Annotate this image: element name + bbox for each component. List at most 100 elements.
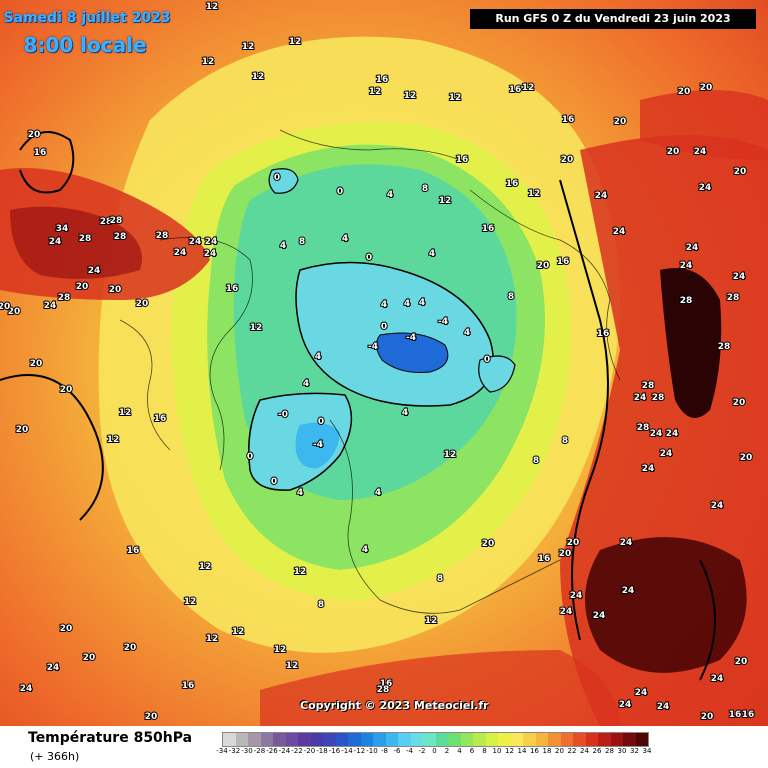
isotherm-label: 8 bbox=[562, 436, 568, 446]
colorbar-swatch bbox=[448, 733, 461, 746]
colorbar-swatch bbox=[623, 733, 636, 746]
colorbar-swatch bbox=[560, 733, 573, 746]
colorbar-tick-label: -34 bbox=[216, 747, 228, 755]
isotherm-label: 20 bbox=[561, 155, 574, 165]
colorbar-tick-label: -30 bbox=[241, 747, 253, 755]
isotherm-label: 4 bbox=[297, 488, 303, 498]
isotherm-label: 4 bbox=[381, 300, 387, 310]
isotherm-label: 12 bbox=[449, 93, 462, 103]
isotherm-label: 16 bbox=[557, 257, 570, 267]
isotherm-label: 12 bbox=[119, 408, 132, 418]
hot-zone-east-core bbox=[660, 268, 722, 418]
isotherm-label: 12 bbox=[439, 196, 452, 206]
colorbar-swatch bbox=[523, 733, 536, 746]
isotherm-label: 24 bbox=[680, 261, 693, 271]
isotherm-label: 20 bbox=[76, 282, 89, 292]
isotherm-label: 20 bbox=[734, 167, 747, 177]
colorbar-swatch bbox=[260, 733, 273, 746]
isotherm-label: 16 bbox=[597, 329, 610, 339]
isotherm-label: 28 bbox=[114, 232, 127, 242]
isotherm-label: 8 bbox=[508, 292, 514, 302]
isotherm-label: 28 bbox=[718, 342, 731, 352]
colorbar-tick-label: 30 bbox=[617, 747, 627, 755]
isotherm-label: 8 bbox=[422, 184, 428, 194]
colorbar-tick-label: -20 bbox=[303, 747, 316, 755]
isotherm-label: 24 bbox=[666, 429, 679, 439]
isotherm-label: 24 bbox=[47, 663, 60, 673]
isotherm-label: 12 bbox=[252, 72, 265, 82]
colorbar-tick-label: -22 bbox=[291, 747, 303, 755]
isotherm-label: 12 bbox=[286, 661, 299, 671]
field-label: Température 850hPa bbox=[28, 730, 193, 746]
isotherm-label: 20 bbox=[733, 398, 746, 408]
temp-zone-minus2 bbox=[295, 422, 340, 469]
hot-zone-south bbox=[260, 650, 620, 726]
colorbar-tick-label: -6 bbox=[393, 747, 401, 755]
model-run-info: Run GFS 0 Z du Vendredi 23 juin 2023 bbox=[470, 9, 756, 29]
isotherm-label: 24 bbox=[49, 237, 62, 247]
isotherm-label: 24 bbox=[204, 249, 217, 259]
hot-zone-northeast bbox=[640, 90, 768, 160]
colorbar-tick-label: -28 bbox=[253, 747, 266, 755]
colorbar-tick-label: 16 bbox=[530, 747, 539, 755]
isotherm-label: 24 bbox=[189, 237, 202, 247]
isotherm-label: 16 bbox=[562, 115, 575, 125]
isotherm-label: 8 bbox=[533, 456, 539, 466]
isotherm-label: 16 bbox=[226, 284, 239, 294]
isotherm-label: 0 bbox=[318, 417, 324, 427]
isotherm-label: 20 bbox=[28, 130, 41, 140]
isotherm-label: 28 bbox=[637, 423, 650, 433]
isotherm-label: 4 bbox=[280, 241, 286, 251]
colorbar-tick-label: 0 bbox=[432, 747, 437, 755]
colorbar-tick-label: 12 bbox=[505, 747, 514, 755]
isotherm-label: 28 bbox=[642, 381, 655, 391]
colorbar-tick-label: -8 bbox=[381, 747, 388, 755]
isotherm-label: 12 bbox=[289, 37, 302, 47]
isotherm-label: 28 bbox=[58, 293, 71, 303]
colorbar-swatch bbox=[498, 733, 511, 746]
isotherm-label: -0 bbox=[278, 410, 288, 420]
colorbar-swatch bbox=[535, 733, 548, 746]
isotherm-label: 0 bbox=[271, 477, 277, 487]
isotherm-label: 12 bbox=[274, 645, 287, 655]
isotherm-label: -4 bbox=[438, 317, 448, 327]
forecast-horizon-label: (+ 366h) bbox=[30, 750, 80, 763]
temp-zone-0-north bbox=[268, 168, 299, 194]
colorbar-tick-label: -24 bbox=[278, 747, 291, 755]
colorbar-swatch bbox=[598, 733, 611, 746]
isotherm-label: -4 bbox=[406, 333, 416, 343]
isotherm-label: 24 bbox=[622, 586, 635, 596]
isotherm-label: 12 bbox=[522, 83, 535, 93]
isotherm-label: 4 bbox=[404, 299, 410, 309]
isotherm-label: 12 bbox=[202, 57, 215, 67]
colorbar-tick-label: 18 bbox=[542, 747, 552, 755]
isotherm-label: 0 bbox=[337, 187, 343, 197]
colorbar-tick-label: 20 bbox=[555, 747, 564, 755]
isotherm-label: 24 bbox=[711, 501, 724, 511]
isotherm-label: 16 bbox=[506, 179, 519, 189]
isotherm-label: 16 bbox=[509, 85, 522, 95]
colorbar-swatch bbox=[435, 733, 448, 746]
colorbar-swatch bbox=[548, 733, 561, 746]
colorbar-swatch bbox=[373, 733, 386, 746]
isotherm-label: 4 bbox=[315, 352, 321, 362]
isotherm-label: 8 bbox=[318, 600, 324, 610]
isotherm-label: 24 bbox=[635, 688, 648, 698]
colorbar-swatch bbox=[473, 733, 486, 746]
isotherm-label: 0 bbox=[366, 253, 372, 263]
isotherm-label: 24 bbox=[88, 266, 101, 276]
isotherm-label: 24 bbox=[20, 684, 33, 694]
isotherm-label: 24 bbox=[593, 611, 606, 621]
isotherm-label: 34 bbox=[56, 224, 69, 234]
colorbar-swatch bbox=[248, 733, 261, 746]
isotherm-label: 20 bbox=[8, 307, 21, 317]
isotherm-label: 20 bbox=[482, 539, 495, 549]
isotherm-label: 12 bbox=[425, 616, 438, 626]
forecast-date-title: Samedi 8 juillet 2023 bbox=[3, 10, 171, 26]
colorbar-tick-label: 22 bbox=[567, 747, 577, 755]
isotherm-label: 28 bbox=[110, 216, 123, 226]
isotherm-label: 24 bbox=[699, 183, 712, 193]
isotherm-label: 12 bbox=[250, 323, 263, 333]
isotherm-label: 8 bbox=[437, 574, 443, 584]
isotherm-label: 16 bbox=[742, 710, 755, 720]
